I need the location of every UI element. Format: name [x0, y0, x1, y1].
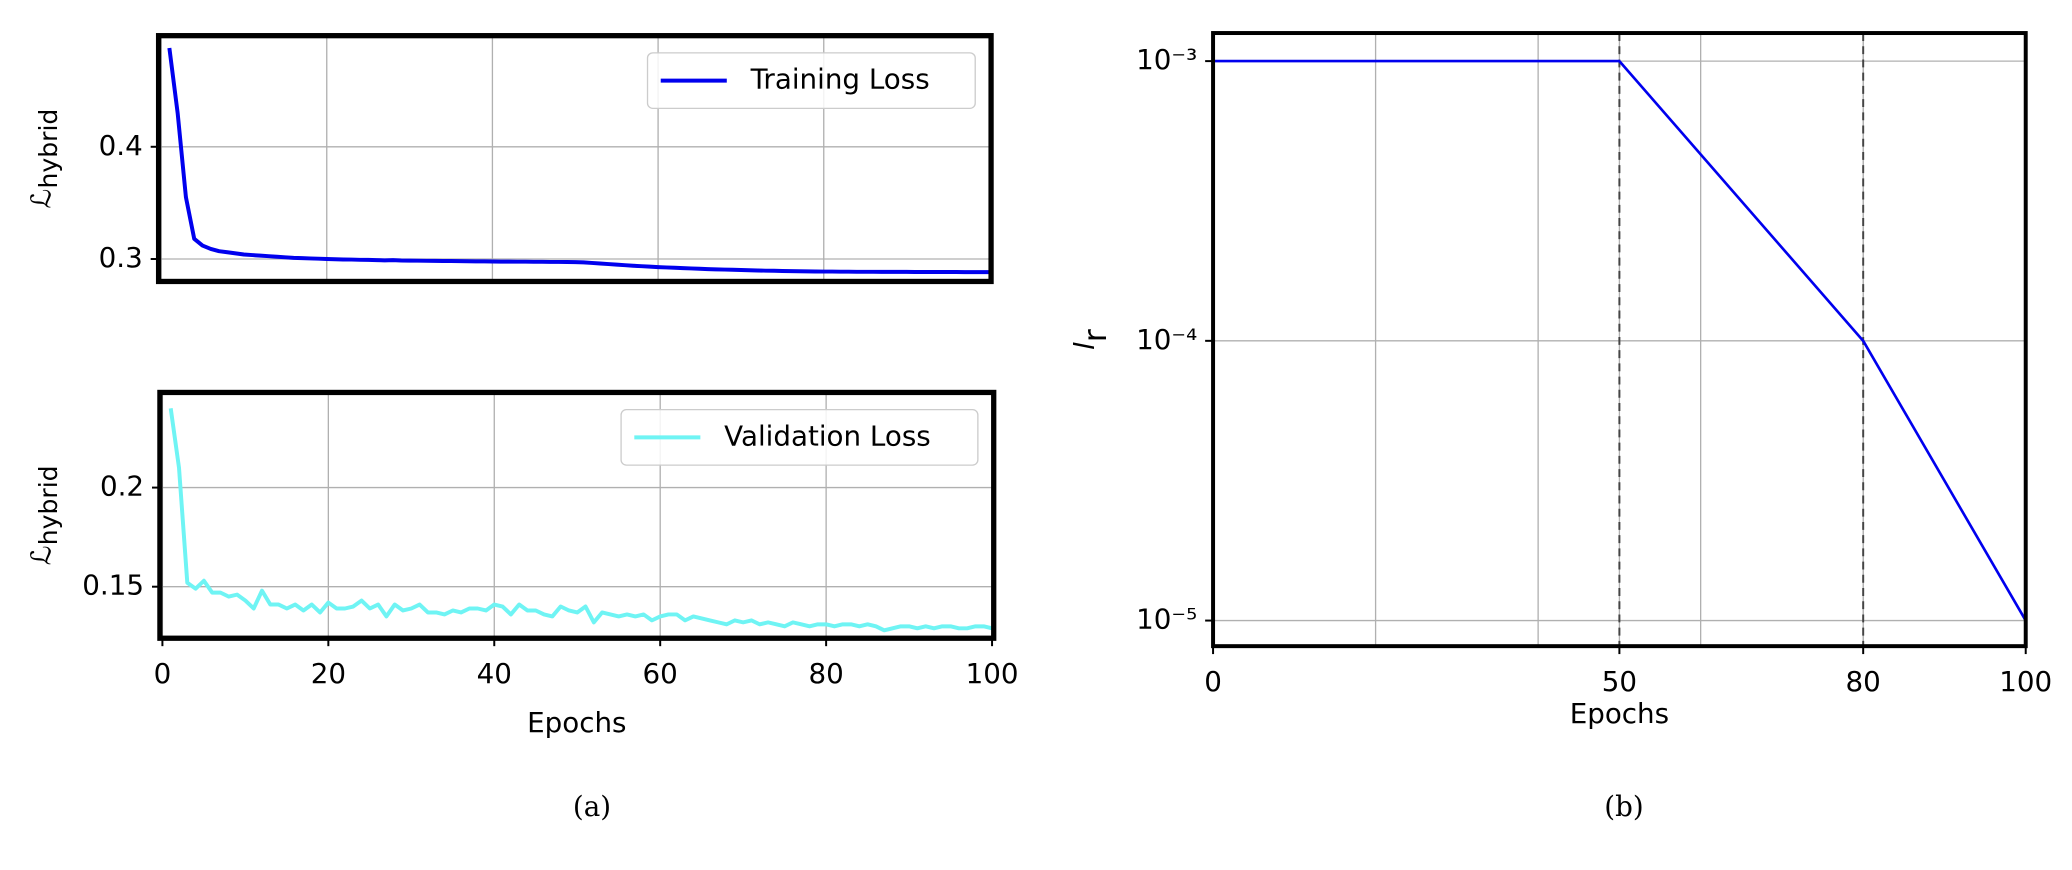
line: [167, 47, 990, 275]
x-tick-label: 0: [1204, 665, 1222, 698]
x-tick-label: 40: [477, 657, 512, 690]
caption: (b): [1604, 790, 1643, 823]
x-axis-label: Epochs: [1570, 697, 1669, 730]
x-tick-label: 20: [311, 657, 346, 690]
x-tick-label: 0: [154, 657, 172, 690]
y-label-main: l: [1068, 342, 1101, 350]
panel: 10⁻³ 10⁻⁴ 10⁻⁵0 50 80 100 lr Epochs (b): [1068, 31, 2052, 823]
x-tick-label: 100: [1999, 665, 2052, 698]
y-tick-label: 10⁻⁵: [1136, 603, 1197, 636]
panel: 0.15 0.2 0 20 40 60 80 100 ℒhybrid Epochs (a) Valid…: [24, 389, 1019, 823]
y-tick-label: 0.4: [99, 129, 143, 162]
legend-box: [646, 52, 976, 110]
x-tick-label: 50: [1602, 665, 1637, 698]
y-axis-label: ℒhybrid: [24, 465, 63, 565]
y-label-sub: hybrid: [34, 109, 63, 189]
x-axis-label: Epochs: [527, 706, 626, 739]
legend-label: Training Loss: [750, 63, 930, 96]
y-axis-label: lr: [1068, 328, 1114, 350]
line: [1213, 59, 2027, 622]
y-label-main: ℒ: [24, 545, 57, 565]
y-label-sub: r: [1078, 328, 1114, 342]
legend-box: [620, 408, 979, 466]
y-tick-label: 10⁻⁴: [1136, 323, 1197, 356]
panel: 0.3 0.4 ℒhybrid Training Loss: [24, 33, 994, 285]
y-tick-label: 10⁻³: [1136, 43, 1197, 76]
caption: (a): [573, 790, 611, 823]
legend-label: Validation Loss: [724, 419, 931, 452]
x-tick-label: 60: [643, 657, 678, 690]
y-axis-label: ℒhybrid: [24, 109, 63, 209]
y-tick-label: 0.2: [100, 470, 144, 503]
line: [168, 408, 993, 633]
y-label-main: ℒ: [24, 189, 57, 209]
axes-frame: [157, 389, 997, 641]
axes-frame: [155, 33, 994, 285]
y-tick-label: 0.15: [82, 569, 144, 602]
x-tick-label: 100: [966, 657, 1019, 690]
x-tick-label: 80: [808, 657, 843, 690]
x-tick-label: 80: [1846, 665, 1881, 698]
y-label-sub: hybrid: [34, 465, 63, 545]
y-tick-label: 0.3: [99, 241, 143, 274]
